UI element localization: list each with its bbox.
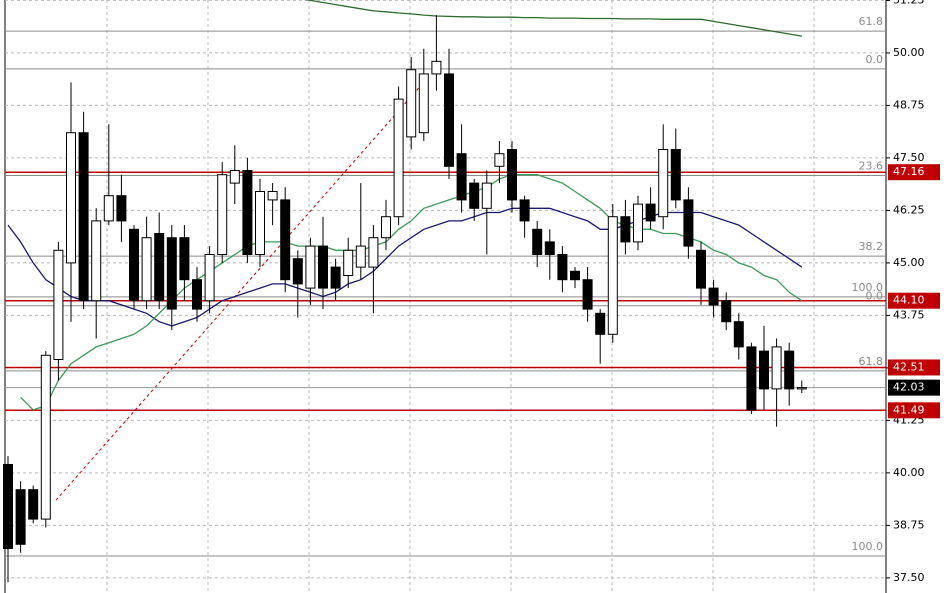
candle-body — [733, 321, 744, 348]
candle-body — [305, 245, 316, 289]
level-box — [888, 292, 940, 309]
candle-body — [784, 350, 795, 390]
candle-body — [78, 132, 89, 302]
candle-body — [28, 489, 39, 520]
fib-label: 38.2 — [859, 240, 884, 253]
candle-body — [66, 132, 76, 264]
candle-body — [507, 149, 517, 201]
y-tick-label: 48.75 — [893, 98, 925, 111]
y-tick-label: 38.75 — [893, 518, 925, 531]
level-label: 47.16 — [893, 165, 925, 178]
fib-label: 61.8 — [859, 15, 884, 28]
fib-label: 0.0 — [866, 290, 884, 303]
candle-body — [481, 182, 492, 209]
candle-body — [620, 216, 631, 243]
candle-body — [494, 153, 505, 167]
candle-body — [406, 69, 417, 138]
candle-body — [582, 279, 593, 310]
y-tick-label: 50.00 — [893, 46, 925, 59]
y-tick-label: 37.50 — [893, 571, 925, 584]
candle-body — [771, 346, 782, 390]
candle-body — [40, 354, 51, 520]
candle-body — [607, 216, 618, 335]
candle-body — [431, 60, 442, 75]
last-price-label: 42.03 — [893, 381, 925, 394]
candle-body — [116, 195, 127, 222]
candle-body — [255, 191, 265, 256]
y-tick-label: 51.25 — [893, 0, 925, 6]
candle-body — [393, 98, 404, 218]
y-tick-label: 46.25 — [893, 203, 925, 216]
candle-body — [746, 346, 757, 411]
y-tick-label: 45.00 — [893, 256, 925, 269]
candle-body — [381, 216, 391, 239]
trend-line — [55, 86, 421, 501]
level-label: 41.49 — [893, 403, 925, 416]
candle-body — [330, 266, 341, 289]
candle-body — [595, 312, 606, 335]
candle-body — [557, 254, 568, 281]
candle-body — [280, 199, 291, 281]
level-label: 42.51 — [893, 360, 925, 373]
fib-label: 61.8 — [859, 355, 884, 368]
candle-body — [670, 149, 681, 201]
level-box — [888, 164, 940, 181]
candle-body — [532, 228, 543, 256]
candle-body — [229, 170, 240, 184]
candle-body — [721, 300, 732, 323]
y-tick-label: 47.50 — [893, 151, 925, 164]
candle-body — [15, 489, 26, 545]
fib-label: 23.6 — [859, 160, 884, 173]
candle-body — [242, 170, 253, 256]
candle-body — [708, 287, 719, 306]
candle-body — [154, 233, 165, 302]
fib-label: 100.0 — [852, 281, 884, 294]
candle-body — [204, 254, 215, 302]
candle-body — [759, 350, 769, 390]
fib-label: 100.0 — [852, 540, 884, 553]
candle-body — [53, 249, 64, 360]
candle-body — [633, 203, 643, 243]
candle-body — [570, 270, 580, 281]
candle-body — [544, 241, 555, 256]
candle-body — [456, 153, 467, 201]
candle-body — [91, 220, 102, 302]
candle-body — [179, 237, 190, 281]
candle-body — [141, 237, 152, 302]
candle-body — [129, 228, 139, 302]
candle-body — [645, 203, 656, 222]
moving-average-line — [20, 174, 803, 411]
candle-body — [343, 249, 354, 277]
plot-area — [3, 0, 886, 593]
candle-body — [368, 237, 379, 268]
candle-body — [683, 199, 694, 247]
candle-body — [796, 387, 807, 390]
candle-body — [166, 237, 177, 310]
candle-body — [217, 174, 228, 256]
candle-body — [3, 463, 13, 549]
candle-body — [418, 73, 429, 134]
candle-body — [658, 149, 669, 218]
last-price-box — [888, 379, 940, 396]
y-tick-label: 43.75 — [893, 308, 925, 321]
candle-body — [292, 258, 303, 285]
candle-body — [318, 245, 328, 289]
level-label: 44.10 — [893, 294, 925, 307]
y-tick-label: 40.00 — [893, 466, 925, 479]
candle-body — [444, 73, 454, 167]
candle-body — [469, 182, 480, 209]
candle-body — [267, 191, 278, 201]
level-box — [888, 402, 940, 419]
candle-body — [355, 245, 366, 268]
candle-body — [103, 195, 114, 222]
candle-body — [192, 279, 202, 310]
candle-body — [519, 199, 530, 222]
candle-body — [696, 249, 706, 289]
fib-label: 0.0 — [866, 53, 884, 66]
level-box — [888, 359, 940, 376]
moving-average-line — [304, 0, 802, 37]
moving-average-line — [7, 207, 803, 327]
